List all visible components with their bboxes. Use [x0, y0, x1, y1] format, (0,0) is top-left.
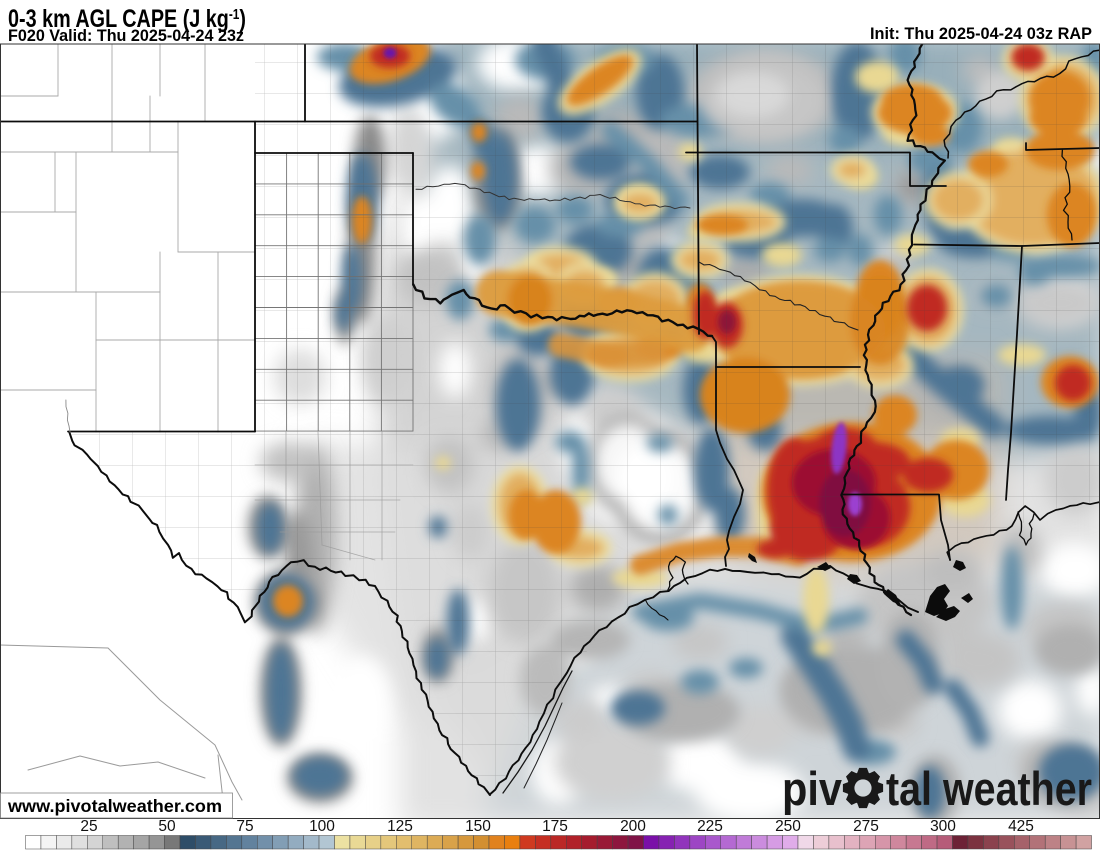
svg-text:www.pivotalweather.com: www.pivotalweather.com — [7, 796, 222, 816]
svg-text:tal weather: tal weather — [886, 762, 1092, 815]
svg-text:125: 125 — [387, 818, 413, 835]
svg-text:25: 25 — [80, 818, 97, 835]
svg-text:150: 150 — [465, 818, 491, 835]
svg-text:425: 425 — [1008, 818, 1034, 835]
svg-text:75: 75 — [236, 818, 253, 835]
svg-text:50: 50 — [158, 818, 176, 835]
svg-text:250: 250 — [775, 818, 801, 835]
svg-text:225: 225 — [697, 818, 723, 835]
svg-text:piv: piv — [782, 762, 842, 815]
svg-text:275: 275 — [853, 818, 879, 835]
svg-text:Init: Thu 2025-04-24 03z RAP: Init: Thu 2025-04-24 03z RAP — [870, 24, 1092, 43]
svg-text:200: 200 — [620, 818, 646, 835]
svg-text:300: 300 — [930, 818, 956, 835]
svg-text:0-3 km AGL CAPE (J kg-1): 0-3 km AGL CAPE (J kg-1) — [8, 5, 246, 33]
svg-text:F020 Valid: Thu 2025-04-24 23z: F020 Valid: Thu 2025-04-24 23z — [8, 26, 244, 45]
svg-text:100: 100 — [309, 818, 335, 835]
svg-text:175: 175 — [542, 818, 568, 835]
